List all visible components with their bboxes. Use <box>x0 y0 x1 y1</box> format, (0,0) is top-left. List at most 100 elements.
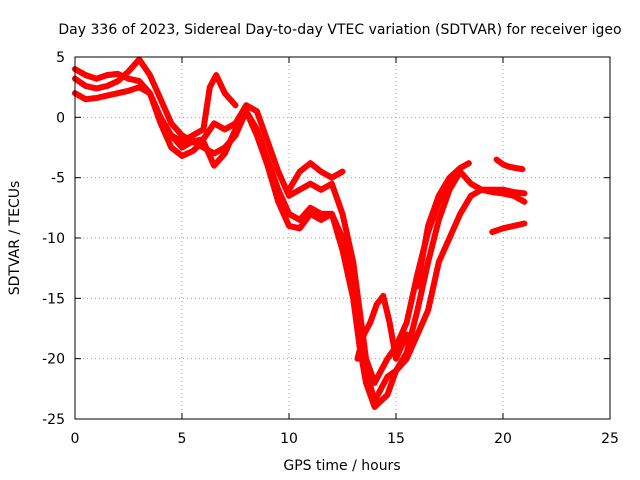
data-point <box>402 334 409 341</box>
data-point <box>503 162 510 169</box>
data-point <box>252 128 259 135</box>
data-point <box>400 338 407 345</box>
data-point <box>264 162 271 169</box>
data-point <box>255 111 262 118</box>
data-point <box>521 220 528 227</box>
data-point <box>100 93 107 100</box>
data-point <box>435 192 442 199</box>
data-point <box>243 108 250 115</box>
data-point <box>232 102 239 109</box>
data-point <box>430 285 437 292</box>
data-point <box>226 140 233 147</box>
data-point <box>284 207 291 214</box>
data-point <box>267 173 274 180</box>
data-point <box>415 328 422 335</box>
data-point <box>441 245 448 252</box>
data-point <box>230 129 237 136</box>
data-point <box>286 186 292 193</box>
data-point <box>374 391 381 398</box>
data-point <box>244 111 251 118</box>
data-point <box>89 74 96 81</box>
data-point <box>365 386 372 393</box>
data-point <box>384 391 391 398</box>
data-point <box>162 130 169 137</box>
data-point <box>437 189 444 196</box>
data-point <box>340 250 347 257</box>
data-point <box>355 352 362 359</box>
data-point <box>129 86 136 93</box>
data-point <box>408 330 415 337</box>
data-point <box>346 240 353 247</box>
data-point <box>432 202 439 209</box>
data-point <box>371 379 378 386</box>
data-point <box>279 209 286 216</box>
data-point <box>421 245 428 252</box>
data-point <box>279 178 286 185</box>
data-point <box>507 191 514 198</box>
data-point <box>404 315 411 322</box>
data-point <box>424 262 431 269</box>
data-point <box>415 279 422 286</box>
data-point <box>96 74 103 81</box>
data-point <box>448 231 455 238</box>
data-point <box>210 78 217 85</box>
data-point <box>435 259 442 266</box>
data-point <box>293 174 300 181</box>
series-layer <box>72 56 528 410</box>
data-point <box>107 91 114 98</box>
data-point <box>500 190 506 197</box>
data-point <box>107 81 114 88</box>
data-point <box>156 117 163 124</box>
data-point <box>364 325 371 332</box>
data-point <box>385 388 392 395</box>
data-point <box>152 106 159 113</box>
data-point <box>275 198 282 205</box>
data-point <box>335 200 342 207</box>
data-point <box>284 219 291 226</box>
data-point <box>360 331 367 338</box>
data-point <box>166 141 173 148</box>
data-point <box>146 72 153 79</box>
data-point <box>381 379 388 386</box>
data-point <box>334 197 341 204</box>
data-point <box>246 115 253 122</box>
data-point <box>160 103 167 110</box>
data-point <box>485 188 492 195</box>
data-point <box>348 287 355 294</box>
data-point <box>423 230 430 237</box>
data-point <box>96 94 103 101</box>
data-point <box>384 311 391 318</box>
data-point <box>429 209 436 216</box>
data-point <box>408 345 415 352</box>
data-point <box>454 217 461 224</box>
data-point <box>159 99 166 106</box>
data-point <box>217 81 224 88</box>
data-point <box>114 70 121 77</box>
y-tick-label: -20 <box>42 352 65 368</box>
data-point <box>409 341 416 348</box>
data-point <box>261 152 268 159</box>
data-point <box>386 352 393 359</box>
data-point <box>369 312 376 319</box>
data-point <box>437 255 444 262</box>
data-point <box>151 103 158 110</box>
data-point <box>455 214 462 221</box>
data-point <box>422 270 429 277</box>
data-point <box>372 304 379 311</box>
data-point <box>434 220 441 227</box>
data-point <box>431 206 438 213</box>
data-point <box>457 210 464 217</box>
data-point <box>203 145 210 152</box>
data-point <box>382 376 389 383</box>
data-point <box>418 260 425 267</box>
data-point <box>397 333 404 340</box>
data-point <box>367 319 374 326</box>
data-point <box>331 187 338 194</box>
data-point <box>160 127 167 134</box>
data-point <box>420 249 427 256</box>
data-point <box>237 117 244 124</box>
data-point <box>249 122 256 129</box>
data-point <box>276 172 283 179</box>
data-point <box>213 72 220 79</box>
data-point <box>129 76 136 83</box>
